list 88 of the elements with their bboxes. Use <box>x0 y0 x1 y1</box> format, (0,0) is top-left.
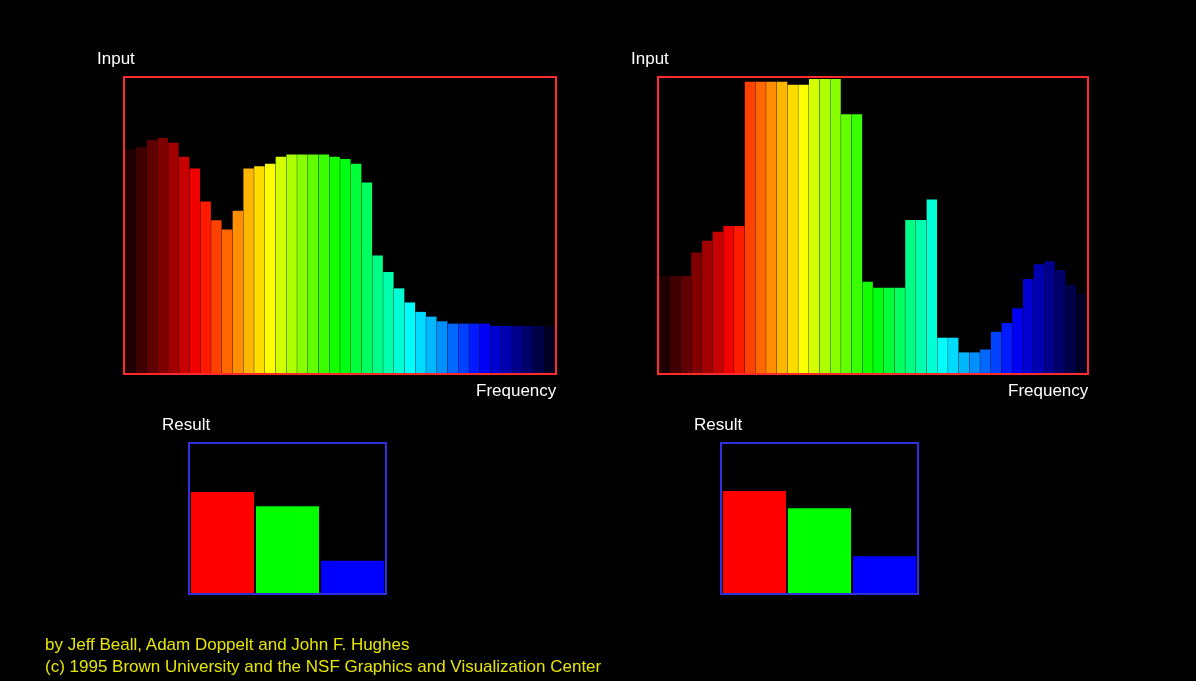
bar <box>361 182 373 373</box>
bar <box>544 325 555 373</box>
bar <box>125 149 136 373</box>
bar <box>329 156 340 373</box>
bar <box>958 352 970 373</box>
bar <box>1012 308 1023 373</box>
bar <box>1022 278 1034 373</box>
bar <box>264 163 276 373</box>
chart-title: Result <box>162 415 211 434</box>
bar <box>766 81 777 373</box>
chart-title: Input <box>631 49 670 68</box>
bar <box>990 331 1002 373</box>
bar <box>490 325 502 373</box>
bar <box>168 142 179 373</box>
bar <box>787 84 798 373</box>
bar <box>221 229 233 373</box>
bar <box>415 311 426 373</box>
bar <box>512 325 523 373</box>
bar <box>275 156 287 373</box>
bar <box>1065 284 1077 373</box>
bar <box>798 84 809 373</box>
bar <box>1044 261 1055 373</box>
bar <box>808 78 820 373</box>
bar <box>404 302 416 373</box>
bar <box>436 321 448 373</box>
bar <box>393 288 405 373</box>
bar <box>501 325 512 373</box>
text: (c) 1995 Brown University and the NSF Graphics and Visualization Center <box>45 657 602 676</box>
bar <box>915 220 927 373</box>
bar <box>469 323 480 373</box>
bar <box>894 287 905 373</box>
bar <box>669 275 681 373</box>
bar <box>232 210 244 373</box>
bar <box>744 81 756 373</box>
bar <box>680 275 691 373</box>
bar <box>318 154 330 373</box>
bar <box>200 201 211 373</box>
bar <box>712 231 724 373</box>
bar <box>1033 264 1045 373</box>
bar <box>146 140 158 373</box>
bar <box>1076 293 1087 373</box>
bar <box>447 323 459 373</box>
bar <box>883 287 895 373</box>
bar <box>1001 323 1012 373</box>
bar <box>873 287 884 373</box>
bar <box>533 325 545 373</box>
bar <box>701 240 713 373</box>
bar <box>458 323 469 373</box>
bar <box>135 147 147 373</box>
bar <box>969 352 980 373</box>
chart-title: Input <box>97 49 136 68</box>
bar <box>426 316 437 373</box>
bar <box>350 163 362 373</box>
bar <box>1055 270 1066 373</box>
bar <box>830 78 841 373</box>
bar <box>340 159 351 373</box>
bar <box>755 81 766 373</box>
bar <box>937 337 948 373</box>
bar <box>383 271 394 373</box>
bar <box>286 154 297 373</box>
bar <box>862 281 873 373</box>
bar <box>522 325 534 373</box>
bar <box>297 154 308 373</box>
bar <box>189 168 201 373</box>
bar <box>980 349 991 373</box>
bar <box>905 220 916 373</box>
bar <box>851 114 863 373</box>
bar <box>211 220 222 373</box>
bar <box>948 337 959 373</box>
bar <box>254 166 265 373</box>
bar <box>776 81 788 373</box>
text: by Jeff Beall, Adam Doppelt and John F. Hughes <box>45 635 410 654</box>
bar <box>723 225 734 373</box>
bar <box>926 199 938 373</box>
bar <box>659 275 670 373</box>
bar <box>157 137 168 373</box>
chart-title: Result <box>694 415 743 434</box>
x-axis-title: Frequency <box>476 381 557 400</box>
bar <box>307 154 319 373</box>
bar <box>479 323 491 373</box>
bar <box>372 255 383 373</box>
bar <box>178 156 190 373</box>
bar <box>734 225 745 373</box>
bar <box>243 168 254 373</box>
bar <box>841 114 852 373</box>
bar <box>691 252 702 373</box>
x-axis-title: Frequency <box>1008 381 1089 400</box>
bar <box>819 78 831 373</box>
